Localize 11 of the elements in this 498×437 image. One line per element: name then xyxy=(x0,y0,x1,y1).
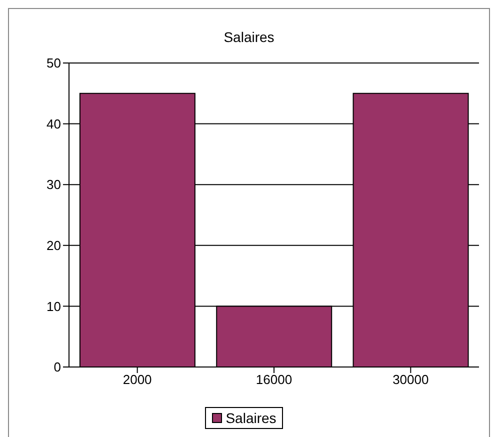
x-tick-label: 30000 xyxy=(392,372,429,388)
y-tick-label: 40 xyxy=(46,116,61,132)
x-tick-label: 2000 xyxy=(122,372,152,388)
y-tick-label: 20 xyxy=(46,238,61,254)
y-tick-label: 50 xyxy=(46,56,61,71)
legend-label: Salaires xyxy=(224,410,276,426)
y-tick-label: 0 xyxy=(54,360,61,375)
x-tick-label: 16000 xyxy=(256,372,292,388)
y-tick-label: 10 xyxy=(46,298,61,314)
y-tick-label: 30 xyxy=(46,177,61,192)
chart-title: Salaires xyxy=(222,29,276,47)
